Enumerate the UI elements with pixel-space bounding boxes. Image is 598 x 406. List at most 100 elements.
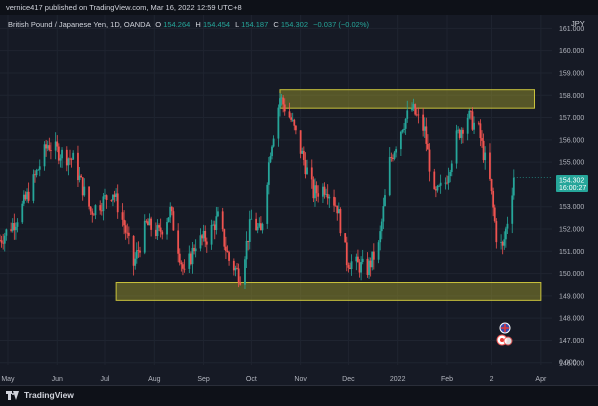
candle-body (368, 260, 370, 275)
candle-body (489, 152, 491, 180)
candle-body (355, 256, 358, 262)
candle-body (59, 158, 62, 161)
candle-body (72, 152, 75, 160)
candle-body (433, 171, 436, 190)
flag-jp-icon[interactable] (496, 334, 513, 346)
candle-body (512, 177, 515, 196)
candle-body (135, 250, 138, 259)
price-axis[interactable]: 161.000 160.000 159.000 158.000 157.000 156.0… (559, 26, 584, 367)
time-tick-label: Feb (441, 376, 453, 383)
candle-body (466, 117, 469, 134)
open-value: 154.264 (163, 20, 190, 29)
candle-body (159, 227, 162, 232)
candle-body (473, 122, 475, 130)
price-tick-label: 149.000 (559, 293, 584, 300)
candle-body (477, 122, 480, 124)
candle-body (202, 230, 205, 239)
candle-body (16, 222, 19, 227)
price-tick-label: 156.000 (559, 137, 584, 144)
candle-body (482, 140, 485, 161)
candle-body (67, 158, 70, 166)
candle-body (228, 252, 230, 261)
candle-body (154, 229, 157, 237)
candle-body (423, 126, 426, 131)
candle-body (137, 250, 140, 251)
candle-body (277, 107, 280, 139)
event-markers[interactable] (496, 322, 513, 346)
candle-body (191, 247, 194, 265)
tradingview-logo[interactable]: TradingView (6, 390, 74, 400)
candle-body (501, 242, 504, 246)
candle-body (194, 248, 197, 252)
publish-bar: vernice417 published on TradingView.com,… (0, 0, 598, 15)
candle-body (69, 158, 71, 160)
candle-body (399, 131, 402, 150)
candle-body (215, 216, 218, 230)
candle-body (358, 262, 361, 273)
candle-body (212, 224, 215, 226)
high-value: 154.454 (203, 20, 230, 29)
candle-body (272, 138, 275, 147)
candle-body (88, 186, 90, 207)
candle-body (382, 206, 385, 222)
candle-body (446, 182, 448, 184)
candle-body (182, 264, 184, 269)
candle-body (258, 223, 261, 227)
candle-body (388, 157, 391, 196)
candle-body (333, 196, 335, 206)
candle-body (116, 193, 119, 213)
candle-body (392, 157, 394, 159)
symbol-legend[interactable]: British Pound / Japanese Yen, 1D, OANDA … (8, 20, 369, 29)
time-axis[interactable]: May Jun Jul Aug Sep Oct Nov Dec 2022 Feb 2 Apr (1, 376, 547, 383)
flag-uk-icon[interactable] (499, 322, 511, 334)
candle-body (113, 194, 116, 197)
candle-body (425, 126, 428, 144)
last-price-tag: 154.302 16:00:27 (556, 175, 588, 192)
time-tick-label: Sep (197, 376, 210, 383)
candle-body (427, 143, 429, 150)
candle-body (395, 149, 398, 153)
candle-body (412, 104, 415, 109)
candle-body (403, 128, 405, 130)
candle-body (223, 229, 226, 247)
candle-body (471, 111, 474, 130)
candle-body (345, 242, 348, 266)
candle-body (256, 226, 259, 231)
chart-background (0, 15, 598, 385)
candle-body (337, 209, 340, 214)
candle-body (304, 159, 307, 175)
time-tick-label: 2 (490, 376, 494, 383)
candle-body (259, 223, 262, 231)
candle-body (56, 141, 59, 147)
candle-body (148, 218, 151, 226)
candle-body (417, 114, 420, 116)
candle-body (232, 260, 235, 271)
open-label: O (155, 20, 161, 29)
candle-body (70, 159, 73, 160)
candle-body (94, 205, 97, 216)
candle-body (328, 196, 331, 199)
candle-body (280, 97, 283, 99)
currency-label[interactable]: JPY (571, 19, 585, 28)
candle-body (0, 240, 1, 241)
candle-body (0, 240, 3, 243)
price-tick-label: 153.000 (559, 204, 584, 211)
candle-body (46, 145, 49, 149)
price-chart[interactable]: 161.000 160.000 159.000 158.000 157.000 156.0… (0, 15, 598, 385)
candle-body (481, 138, 483, 141)
brand-name: TradingView (24, 390, 74, 400)
candle-body (27, 191, 30, 201)
candle-body (428, 149, 431, 172)
candle-body (283, 104, 286, 112)
time-tick-label: Apr (535, 376, 547, 383)
candle-body (326, 193, 329, 199)
price-tick-label: 157.000 (559, 115, 584, 122)
price-tick-label: 0.000 (559, 360, 577, 367)
candle-body (271, 146, 273, 157)
candle-body (380, 221, 383, 232)
candle-body (310, 167, 313, 180)
candle-body (178, 253, 181, 263)
price-tick-label: 150.000 (559, 271, 584, 278)
candle-body (350, 261, 353, 269)
chart-grid (0, 15, 552, 365)
